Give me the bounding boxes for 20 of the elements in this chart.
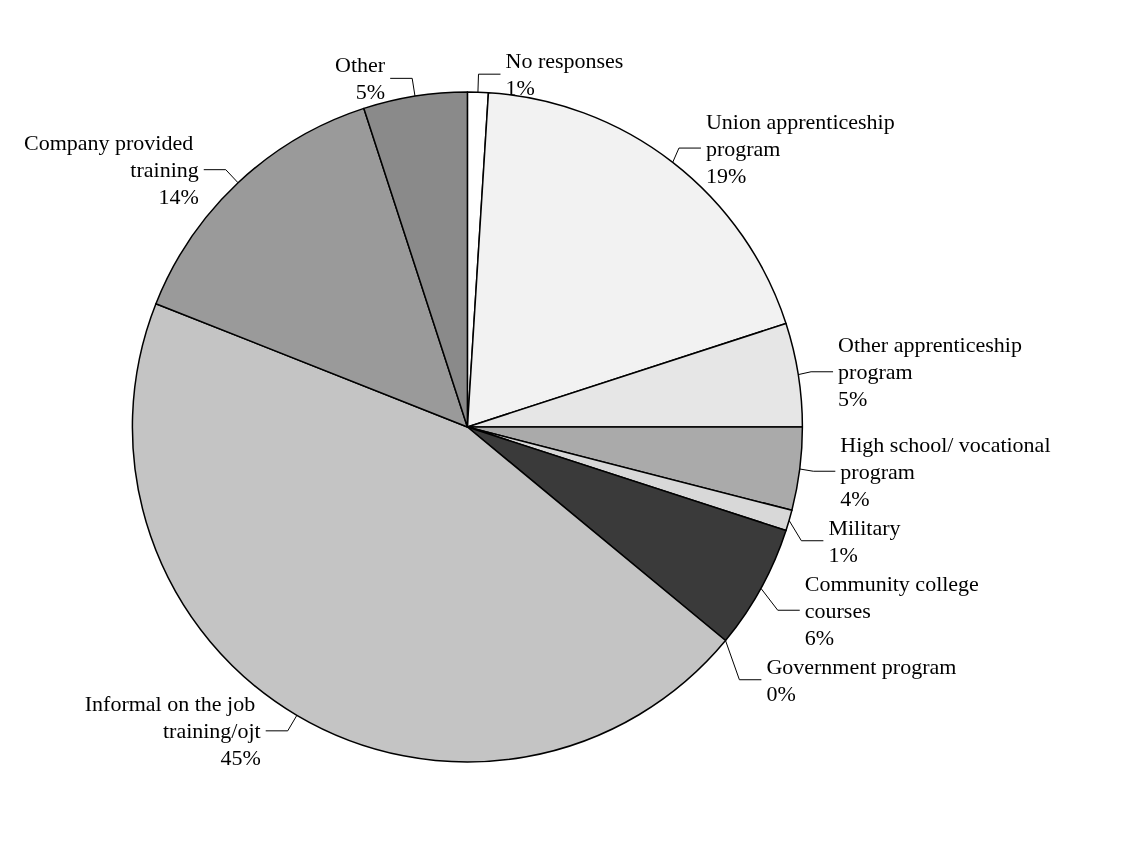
data-label: 4% xyxy=(840,485,870,511)
slice-label: High school/ vocational program xyxy=(840,431,1056,484)
data-label: 1% xyxy=(828,541,858,567)
slice-label: No responses xyxy=(505,48,624,74)
data-label: 5% xyxy=(355,79,386,105)
slice-label: Other apprenticeship program xyxy=(838,332,1028,385)
slice-label: Informal on the job training/ojt xyxy=(84,691,261,744)
slice-label: Community college courses xyxy=(804,570,985,623)
data-label: 19% xyxy=(705,162,747,188)
data-label: 6% xyxy=(804,624,835,650)
slice-label: Company provided training xyxy=(23,130,199,183)
data-label: 14% xyxy=(158,184,199,210)
data-label: 45% xyxy=(220,745,261,771)
text: 0% xyxy=(766,680,796,706)
slice-label: Military xyxy=(828,514,901,540)
slice-label: Union apprenticeship program xyxy=(705,108,901,161)
data-label: 5% xyxy=(838,386,868,412)
legend-label: Government program xyxy=(766,653,957,679)
slice-label: Other xyxy=(335,52,386,78)
data-label: 1% xyxy=(505,75,535,101)
